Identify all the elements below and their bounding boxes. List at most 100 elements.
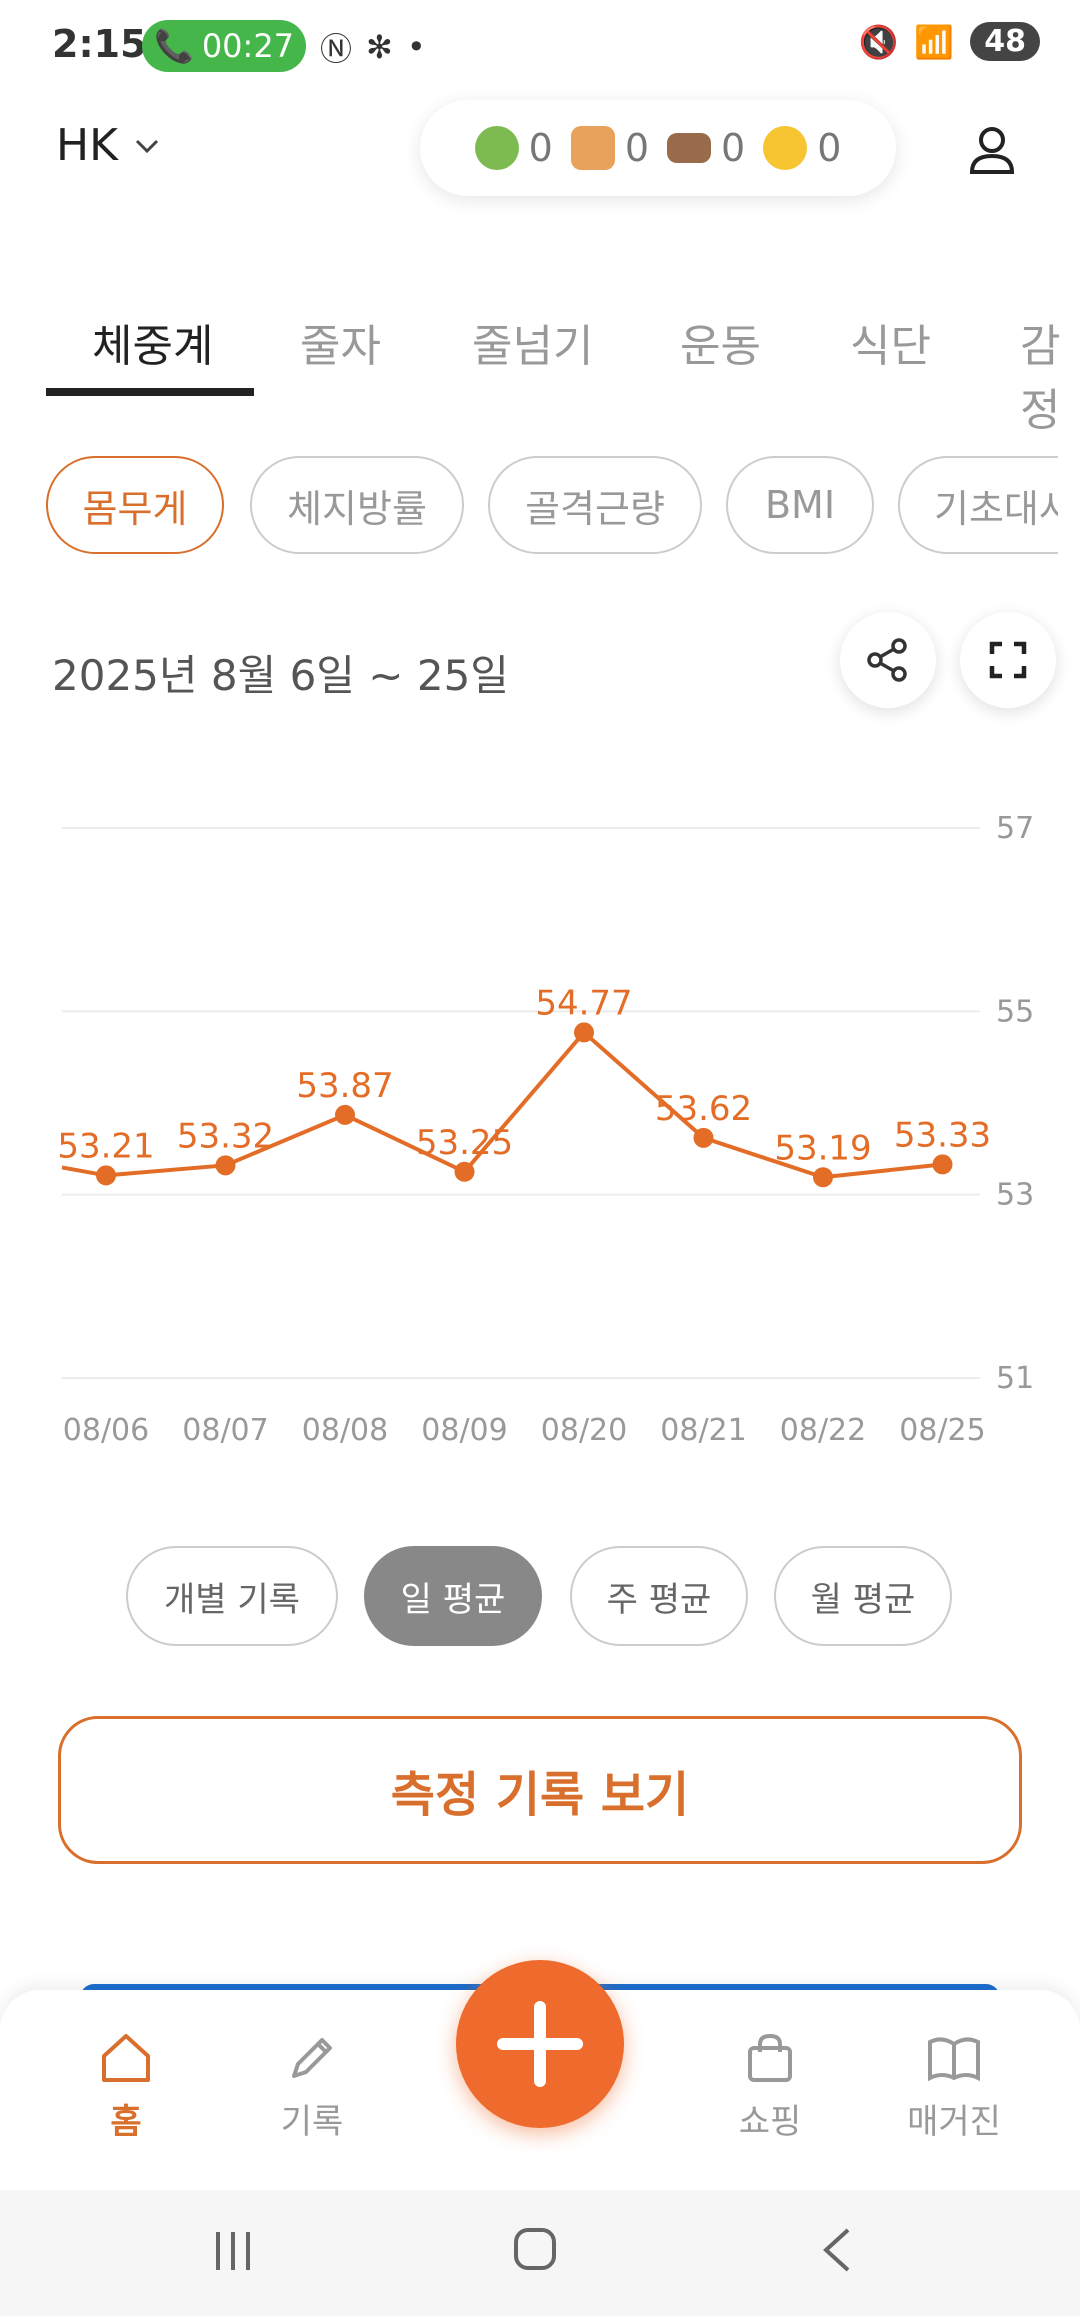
data-point[interactable]: [454, 1161, 475, 1182]
counter-exercise-value: 0: [624, 126, 649, 170]
system-icons: 🔇 📶 48: [859, 22, 1040, 61]
agg-monthly[interactable]: 월 평균: [774, 1546, 952, 1646]
tab-exercise[interactable]: 운동: [680, 321, 761, 372]
fullscreen-button[interactable]: [960, 612, 1056, 708]
data-label: 53.21: [57, 1126, 154, 1166]
add-record-button[interactable]: [456, 1960, 624, 2128]
data-label: 53.19: [774, 1128, 871, 1168]
agg-individual[interactable]: 개별 기록: [126, 1546, 338, 1646]
data-label: 53.87: [296, 1066, 393, 1106]
plus-icon: [497, 2001, 583, 2087]
n-app-icon: Ⓝ: [320, 30, 353, 68]
salad-icon: [474, 126, 519, 170]
nav-home-label: 홈: [110, 2102, 142, 2142]
user-icon[interactable]: [964, 122, 1020, 178]
x-tick-label: 08/09: [421, 1413, 507, 1448]
call-indicator[interactable]: 📞 00:27: [142, 20, 306, 72]
home-system-icon[interactable]: [512, 2226, 558, 2272]
counter-diet-value: 0: [528, 126, 553, 170]
shopping-bag-icon: [748, 2033, 792, 2082]
agg-daily[interactable]: 일 평균: [364, 1546, 542, 1646]
nav-home[interactable]: 홈: [46, 2030, 206, 2143]
nav-shopping-label: 쇼핑: [738, 2102, 802, 2142]
weightlifting-icon: [570, 126, 615, 170]
data-point[interactable]: [693, 1127, 714, 1148]
nav-magazine-label: 매거진: [907, 2102, 1001, 2142]
date-range: 2025년 8월 6일 ~ 25일: [52, 651, 509, 700]
chevron-down-icon: [135, 139, 159, 153]
battery-badge: 48: [970, 22, 1040, 61]
home-icon: [102, 2034, 150, 2082]
profile-name: HK: [56, 120, 118, 171]
nav-shopping[interactable]: 쇼핑: [690, 2030, 850, 2143]
data-point[interactable]: [574, 1022, 594, 1043]
view-history-button[interactable]: 측정 기록 보기: [58, 1716, 1022, 1864]
tab-underline: [46, 388, 254, 396]
pencil-icon: [292, 2038, 332, 2078]
tab-mood[interactable]: 감정: [1020, 321, 1061, 436]
daily-counters[interactable]: 0 0 0 0: [420, 100, 896, 196]
data-point[interactable]: [215, 1155, 236, 1176]
tab-jump-rope[interactable]: 줄넘기: [472, 321, 594, 372]
data-point[interactable]: [96, 1165, 116, 1186]
y-tick-label: 57: [996, 811, 1034, 846]
profile-selector[interactable]: HK: [56, 120, 160, 171]
counter-sleep-value: 0: [721, 126, 746, 170]
chart-x-ticks: 08/06 08/07 08/08 08/09 08/20 08/21 08/22 08/25: [63, 1413, 986, 1448]
data-label: 53.62: [655, 1089, 752, 1129]
y-tick-label: 55: [996, 994, 1034, 1029]
x-tick-label: 08/06: [63, 1413, 149, 1448]
counter-sleep: 0: [667, 126, 745, 170]
mute-icon: 🔇: [858, 22, 899, 61]
counter-mood-value: 0: [817, 126, 842, 170]
counter-exercise: 0: [570, 126, 649, 170]
notification-icons: Ⓝ ✻ •: [320, 24, 426, 70]
category-tabs: 체중계 줄자 줄넘기 운동 식단 감정: [0, 300, 1080, 436]
tab-diet[interactable]: 식단: [850, 321, 931, 372]
data-label: 53.32: [177, 1116, 274, 1156]
recent-apps-icon[interactable]: [210, 2228, 256, 2274]
data-label: 54.77: [535, 983, 632, 1023]
share-icon: [867, 638, 907, 682]
status-time: 2:15: [52, 22, 147, 66]
data-point[interactable]: [932, 1154, 953, 1175]
share-button[interactable]: [840, 612, 936, 708]
call-time: 00:27: [201, 27, 295, 65]
x-tick-label: 08/08: [302, 1413, 388, 1448]
agg-weekly[interactable]: 주 평균: [570, 1546, 748, 1646]
y-tick-label: 53: [996, 1178, 1034, 1213]
phone-icon: 📞: [153, 27, 194, 65]
nav-record[interactable]: 기록: [232, 2030, 392, 2143]
chart-series: 53.21 53.32 53.87 53.25 54.77 53.62 53.19 53.33: [57, 983, 991, 1188]
x-tick-label: 08/21: [660, 1413, 746, 1448]
data-label: 53.33: [894, 1115, 991, 1155]
tab-tape-measure[interactable]: 줄자: [300, 321, 381, 372]
sun-icon: [763, 126, 808, 170]
dot-icon: •: [406, 28, 426, 66]
wifi-icon: 📶: [914, 22, 955, 61]
fullscreen-icon: [989, 641, 1027, 679]
x-tick-label: 08/22: [780, 1413, 866, 1448]
counter-diet: 0: [474, 126, 553, 170]
data-point[interactable]: [335, 1104, 355, 1125]
y-tick-label: 51: [996, 1361, 1034, 1396]
counter-mood: 0: [763, 126, 841, 170]
back-icon[interactable]: [818, 2226, 858, 2274]
chip-weight[interactable]: 몸무게: [46, 456, 224, 554]
chart-grid: [62, 827, 980, 1379]
data-point[interactable]: [813, 1167, 833, 1188]
tab-scale[interactable]: 체중계: [92, 321, 214, 372]
chart-y-ticks: 57 55 53 51: [996, 811, 1034, 1396]
data-label: 53.25: [416, 1123, 513, 1163]
chip-muscle-mass[interactable]: 골격근량: [488, 456, 702, 554]
chip-bmi[interactable]: BMI: [726, 456, 874, 554]
x-tick-label: 08/07: [182, 1413, 268, 1448]
x-tick-label: 08/25: [899, 1413, 985, 1448]
chip-body-fat[interactable]: 체지방률: [250, 456, 464, 554]
nav-magazine[interactable]: 매거진: [874, 2030, 1034, 2143]
chip-bmr[interactable]: 기초대사: [898, 456, 1058, 554]
system-nav-bar: [0, 2190, 1080, 2316]
x-tick-label: 08/20: [541, 1413, 627, 1448]
sleep-bed-icon: [667, 133, 711, 163]
